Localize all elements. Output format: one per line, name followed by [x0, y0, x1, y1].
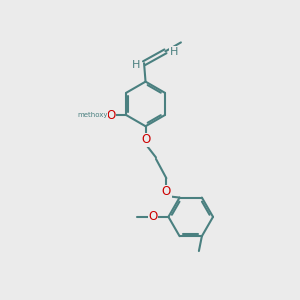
Text: H: H [131, 60, 140, 70]
Text: O: O [162, 185, 171, 198]
Text: H: H [169, 47, 178, 57]
Text: O: O [106, 109, 116, 122]
Text: O: O [148, 210, 158, 224]
Text: O: O [141, 133, 150, 146]
Text: methoxy: methoxy [77, 112, 108, 118]
